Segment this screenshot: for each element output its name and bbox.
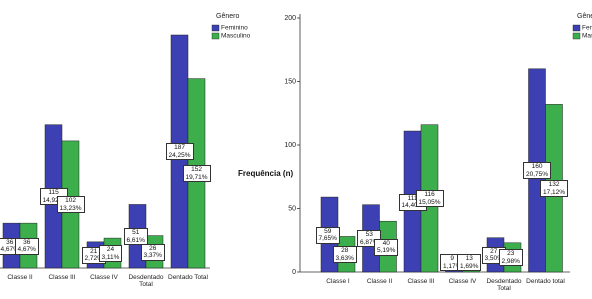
value-label: 59 7,65% [315, 226, 340, 244]
value-percent: 19,71% [185, 173, 208, 181]
value-label: 28 3,63% [332, 246, 357, 264]
legend-title: Gênero [216, 13, 239, 20]
value-percent: 3,37% [143, 252, 162, 260]
x-tick-label: Dentado Total [168, 274, 208, 281]
value-count: 53 [365, 231, 373, 239]
value-count: 36 [6, 238, 14, 246]
x-tick-label: Desdentado Total [486, 278, 522, 292]
legend-swatch [572, 24, 581, 32]
value-count: 152 [191, 166, 202, 174]
value-percent: 1,69% [460, 262, 479, 270]
value-percent: 5,19% [377, 247, 396, 255]
value-count: 132 [548, 181, 560, 189]
value-percent: 4,67% [0, 246, 19, 254]
value-label: 26 3,37% [140, 243, 165, 261]
value-label: 152 19,71% [182, 165, 211, 183]
value-percent: 1,17% [443, 262, 462, 270]
legend-swatch [211, 32, 220, 40]
value-percent: 20,75% [526, 170, 549, 178]
y-tick-label: 200 [284, 15, 296, 22]
value-count: 51 [132, 229, 140, 237]
x-tick-label: Classe II [7, 274, 33, 281]
legend-label: Masculino [221, 33, 251, 40]
y-axis-label: Frequência (n) [238, 169, 294, 178]
x-tick-label: Classe IV [90, 274, 118, 281]
x-tick-label: Dentado total [526, 278, 565, 285]
legend-label: Masculino [582, 33, 592, 40]
y-tick-label: 0 [292, 269, 296, 276]
value-percent: 3,11% [101, 253, 120, 261]
value-count: 36 [23, 238, 31, 246]
value-percent: 24,25% [168, 151, 191, 159]
value-percent: 2,72% [84, 255, 103, 263]
value-percent: 15,05% [418, 198, 441, 206]
value-label: 13 1,69% [457, 254, 482, 271]
value-label: 51 6,61% [123, 228, 148, 246]
x-tick-label: Classe IV [448, 278, 477, 285]
value-label: 187 24,25% [165, 143, 194, 161]
legend-swatch [211, 24, 220, 32]
value-percent: 2,98% [501, 257, 520, 265]
value-count: 59 [324, 227, 332, 235]
value-percent: 6,87% [360, 238, 379, 246]
value-label: 40 5,19% [374, 238, 399, 256]
value-count: 24 [106, 246, 115, 254]
value-label: 160 20,75% [523, 162, 552, 180]
y-tick-label: 50 [288, 205, 296, 212]
value-label: 23 2,98% [498, 249, 523, 267]
value-count: 23 [507, 250, 515, 258]
value-percent: 3,50% [484, 255, 503, 263]
value-label: 132 17,12% [540, 180, 569, 198]
value-percent: 4,67% [17, 246, 36, 254]
legend-swatch [572, 32, 581, 40]
legend-label: Feminino [221, 25, 248, 32]
legend-label: Feminino [582, 25, 592, 32]
value-count: 13 [465, 255, 473, 262]
value-count: 21 [90, 247, 98, 255]
legend-title: Gênero [577, 13, 592, 20]
value-label: 36 4,67% [14, 237, 39, 255]
value-count: 40 [382, 239, 390, 247]
x-tick-label: Classe III [407, 278, 435, 285]
x-tick-label: Classe I [326, 278, 350, 285]
value-percent: 13,23% [59, 204, 82, 212]
value-count: 115 [48, 189, 59, 197]
value-percent: 6,61% [126, 236, 145, 244]
value-percent: 14,40% [401, 202, 424, 209]
x-tick-label: Classe III [48, 274, 76, 281]
value-label: 24 3,11% [98, 245, 123, 263]
value-percent: 17,12% [543, 188, 566, 196]
value-percent: 7,65% [318, 235, 337, 243]
y-tick-label: 150 [284, 78, 296, 85]
value-count: 28 [341, 247, 349, 255]
x-tick-label: Classe II [366, 278, 393, 285]
x-tick-label: Desdentado Total [128, 274, 164, 288]
value-count: 26 [149, 244, 157, 252]
value-count: 27 [490, 247, 498, 255]
value-label: 116 15,05% [415, 190, 444, 208]
value-percent: 14,92% [42, 196, 65, 204]
value-count: 187 [174, 144, 185, 152]
value-label: 102 13,23% [56, 196, 85, 214]
y-tick-label: 100 [284, 142, 296, 149]
value-count: 102 [65, 197, 76, 205]
value-count: 111 [407, 194, 418, 202]
value-count: 160 [531, 163, 543, 171]
value-count: 9 [450, 255, 455, 262]
value-percent: 3,63% [335, 254, 354, 262]
value-count: 116 [424, 191, 435, 199]
